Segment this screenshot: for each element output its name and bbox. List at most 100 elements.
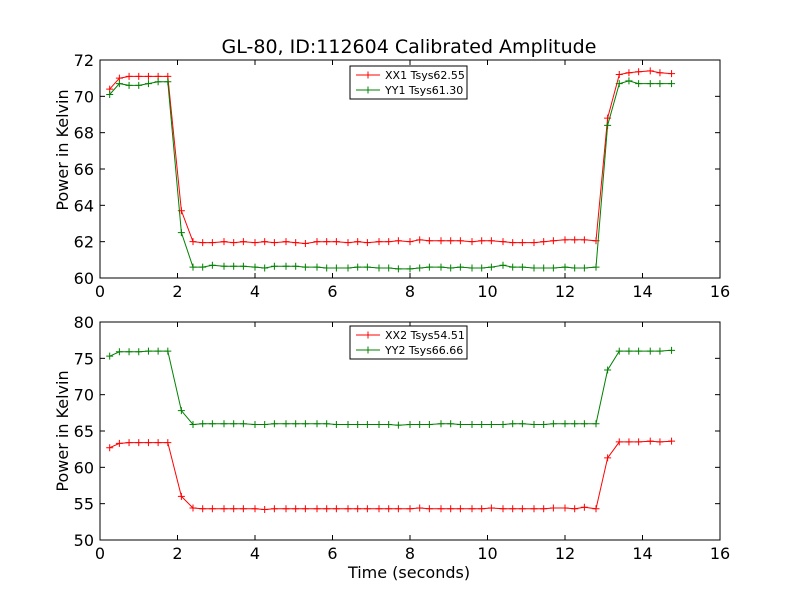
bottom-chart-series-0-point — [592, 505, 600, 513]
top-chart-series-0-point — [615, 71, 623, 79]
top-chart-series-1-point — [549, 264, 557, 272]
bottom-chart-series-1-point — [518, 420, 526, 428]
bottom-chart-series-1-point — [456, 420, 464, 428]
top-chart-series-1-point — [199, 263, 207, 271]
top-chart-series-1-point — [144, 80, 152, 88]
top-chart-series-0-point — [363, 239, 371, 247]
bottom-chart-series-1-point — [199, 420, 207, 428]
bottom-chart-legend-label-1: YY2 Tsys66.66 — [384, 344, 463, 357]
top-chart-series-1-point — [615, 80, 623, 88]
bottom-chart-series-1-point — [154, 347, 162, 355]
bottom-chart-series-0-point — [615, 438, 623, 446]
bottom-chart-series-1-point — [530, 420, 538, 428]
bottom-chart-series-0-point — [323, 505, 331, 513]
bottom-chart-plot-frame — [99, 321, 721, 541]
bottom-chart-series-0-point — [230, 505, 238, 513]
bottom-chart-series-1-point — [416, 420, 424, 428]
bottom-chart-series-0-point — [354, 505, 362, 513]
top-chart-series-1-point — [313, 263, 321, 271]
top-chart-series-1-point — [530, 264, 538, 272]
top-chart-series-0-point — [580, 236, 588, 244]
bottom-chart-series-1-point — [220, 420, 228, 428]
top-chart-series-1-point — [220, 262, 228, 270]
bottom-chart-series-0-point — [425, 505, 433, 513]
top-chart-series-0-point — [199, 239, 207, 247]
bottom-chart-series-1-point — [646, 347, 654, 355]
top-chart-series-1-point — [416, 264, 424, 272]
bottom-chart-series-0-point — [164, 439, 172, 447]
top-chart-series-0-point — [208, 239, 216, 247]
bottom-chart-series-1-point — [478, 420, 486, 428]
bottom-chart-series-0-point — [270, 505, 278, 513]
top-chart-x-tick-label: 6 — [327, 282, 337, 301]
top-chart-x-tick-label: 0 — [95, 282, 105, 301]
bottom-chart-series-1-point — [270, 420, 278, 428]
top-chart-series-1-point — [592, 263, 600, 271]
bottom-chart-series-0-point — [468, 505, 476, 513]
bottom-chart-series-0-point — [208, 505, 216, 513]
bottom-chart-x-axis-label: Time (seconds) — [347, 563, 470, 582]
bottom-chart-series-0-point — [135, 439, 143, 447]
bottom-chart-series-1-point — [135, 348, 143, 356]
top-chart-series-1-point — [135, 81, 143, 89]
bottom-chart-series-0-point — [604, 454, 612, 462]
top-chart-y-tick-label: 66 — [74, 160, 94, 179]
bottom-chart-series-0-point — [125, 439, 133, 447]
top-chart-series-1-point — [456, 263, 464, 271]
top-chart-series-0-point — [561, 236, 569, 244]
bottom-chart-series-1-point — [115, 348, 123, 356]
bottom-chart-series-0-point — [509, 505, 517, 513]
top-chart-series-1-point — [646, 80, 654, 88]
top-chart-series-1-point — [540, 264, 548, 272]
top-chart-x-tick-label: 4 — [250, 282, 260, 301]
bottom-chart-series-1-point — [375, 420, 383, 428]
bottom-chart-series-0-point — [375, 505, 383, 513]
bottom-chart-series-0-point — [571, 505, 579, 513]
bottom-chart-y-tick-label: 55 — [74, 495, 94, 514]
bottom-chart-series-1-point — [292, 420, 300, 428]
bottom-chart-series-0-point — [394, 505, 402, 513]
bottom-chart-y-tick-label: 75 — [74, 349, 94, 368]
bottom-chart-series-0-point — [115, 439, 123, 447]
top-chart-series-1-point — [177, 229, 185, 237]
bottom-chart-series-1-point — [323, 420, 331, 428]
top-chart-series-1-point — [230, 262, 238, 270]
top-chart-series-1-point — [292, 262, 300, 270]
bottom-chart-x-tick-label: 4 — [250, 544, 260, 563]
bottom-chart-series-0-point — [487, 504, 495, 512]
bottom-chart-series-1-point — [189, 420, 197, 428]
top-chart-y-tick-label: 70 — [74, 87, 94, 106]
top-chart-series-0-point — [375, 238, 383, 246]
top-chart-series-1-point — [406, 265, 414, 273]
top-chart-series-1-point — [509, 263, 517, 271]
top-chart-series-1-point — [437, 263, 445, 271]
top-chart-series-0-point — [437, 237, 445, 245]
top-chart-x-tick-label: 10 — [477, 282, 497, 301]
bottom-chart-series-1-point — [239, 420, 247, 428]
top-chart-series-0-point — [635, 68, 643, 76]
bottom-chart-series-1-point — [635, 347, 643, 355]
bottom-chart-series-0-point — [239, 505, 247, 513]
bottom-chart-series-1-point — [561, 420, 569, 428]
top-chart-legend-label-1: YY1 Tsys61.30 — [384, 84, 463, 97]
bottom-chart-legend-marker-1 — [364, 346, 372, 354]
bottom-chart-series-1-point — [406, 420, 414, 428]
bottom-chart-y-tick-label: 60 — [74, 458, 94, 477]
top-chart-series-0-point — [478, 237, 486, 245]
top-chart-y-tick-label: 72 — [74, 51, 94, 70]
top-chart-series-0-point — [447, 237, 455, 245]
bottom-chart-series-0-point — [220, 505, 228, 513]
bottom-chart-series-1-point — [164, 347, 172, 355]
bottom-chart-series-0-point — [646, 437, 654, 445]
bottom-chart-series-0-point — [292, 505, 300, 513]
top-chart-series-1-point — [208, 261, 216, 269]
bottom-chart-series-0-point — [499, 505, 507, 513]
top-chart-series-0-point — [261, 238, 269, 246]
bottom-chart-series-1-point — [668, 346, 676, 354]
top-chart-x-tick-label: 8 — [405, 282, 415, 301]
bottom-chart-series-0-point — [447, 505, 455, 513]
top-chart-series-1-point — [668, 80, 676, 88]
top-chart-series-0-point — [220, 238, 228, 246]
